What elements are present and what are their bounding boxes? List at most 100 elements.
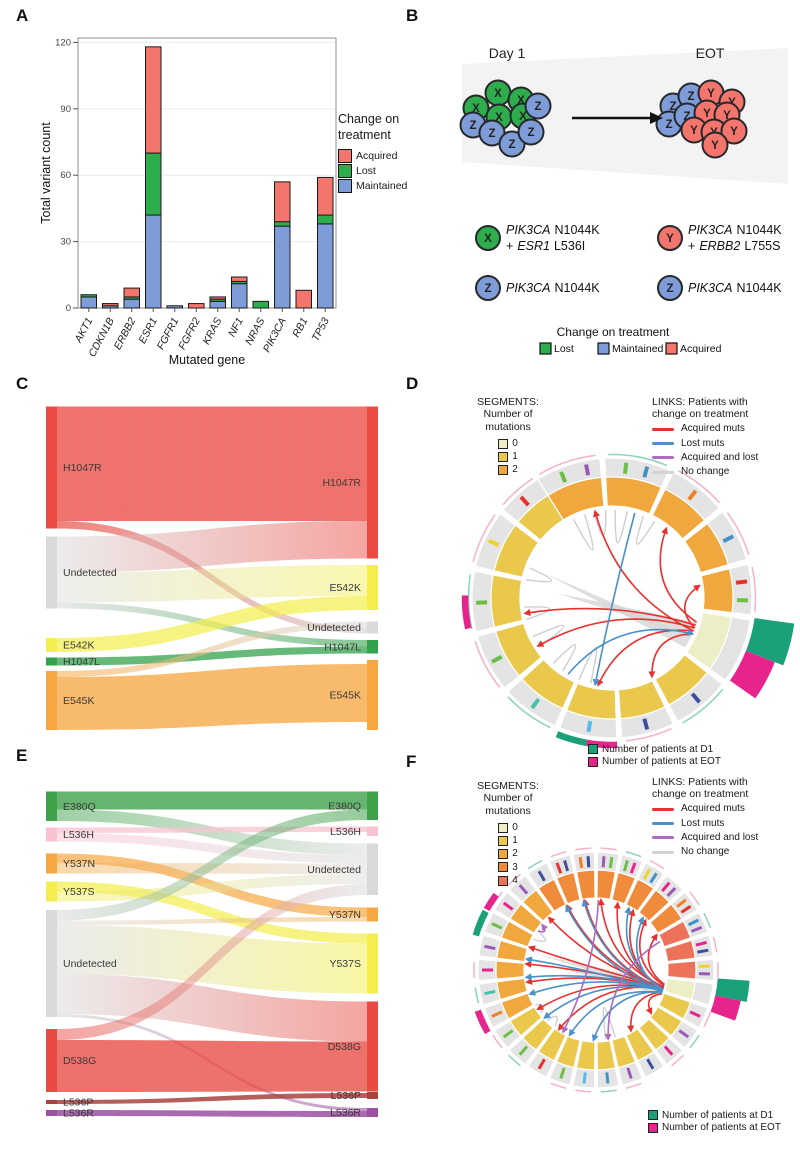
circos-mutation-segment-13-m1 bbox=[517, 494, 565, 541]
eot-swatch bbox=[648, 1122, 658, 1133]
sankey-node-right-Y537S bbox=[367, 933, 378, 994]
mutation-tick-blue bbox=[687, 918, 700, 927]
segments-legend-title: mutations bbox=[485, 804, 531, 817]
outer-thin-arc bbox=[575, 847, 592, 851]
mutation-tick-red bbox=[680, 905, 692, 914]
sankey-flow-L536H-to-L536H bbox=[57, 826, 367, 833]
circos-mutation-segment-20-m2 bbox=[500, 992, 534, 1020]
legend-label: 2 bbox=[512, 848, 518, 860]
legend-label: Lost muts bbox=[681, 437, 725, 449]
eot-cell-letter: Z bbox=[669, 101, 676, 113]
sankey-node-right-L536R bbox=[367, 1108, 378, 1117]
eot-cell-letter: Y bbox=[730, 126, 738, 138]
sankey-node-left-Y537N bbox=[46, 853, 57, 874]
circos-mutation-segment-21-m2 bbox=[496, 977, 528, 1001]
acquired-link-arrowhead bbox=[645, 1007, 653, 1015]
patient-count-bar bbox=[710, 995, 741, 1021]
sankey-node-left-D538G bbox=[46, 1029, 57, 1092]
legend-label: Lost bbox=[356, 164, 376, 177]
panel-e-label: E bbox=[16, 746, 28, 765]
sankey-flow-D538G-to-Undetected bbox=[57, 884, 367, 1040]
change-label: Maintained bbox=[612, 343, 664, 355]
legend-cell-Z bbox=[657, 275, 683, 301]
sankey-node-label: H1047L bbox=[63, 656, 100, 668]
outer-thin-arc bbox=[502, 477, 534, 506]
mut2-swatch bbox=[498, 465, 509, 476]
acquired-link bbox=[638, 920, 665, 987]
sankey-node-left-L536H bbox=[46, 827, 57, 842]
sankey-flow-L536P-to-L536P bbox=[57, 1093, 367, 1104]
links-legend-title: change on treatment bbox=[652, 408, 749, 421]
sankey-node-right-E545K bbox=[367, 660, 378, 730]
lost-link-arrowhead bbox=[524, 973, 532, 981]
acquired-link-arrowhead bbox=[597, 898, 605, 906]
circos-mutation-segment-9-m1 bbox=[658, 992, 692, 1020]
outer-thin-arc bbox=[649, 859, 665, 870]
eot-cell-letter: Y bbox=[707, 88, 715, 100]
sankey-flow-H1047L-to-H1047L bbox=[57, 646, 367, 666]
sankey-node-label: E542K bbox=[329, 582, 361, 594]
circos-mutation-segment-19-m1 bbox=[509, 1005, 543, 1037]
day1-cell-letter: Z bbox=[534, 101, 541, 113]
bar-segment-KRAS-Maintained bbox=[209, 300, 226, 309]
sankey-node-right-H1047R bbox=[367, 406, 378, 559]
maintained-swatch bbox=[338, 179, 352, 194]
circos-mutation-segment-2-m2 bbox=[651, 488, 706, 540]
circos-mutation-segment-5-m0 bbox=[685, 611, 733, 670]
lost-link-arrowhead bbox=[543, 1011, 551, 1019]
outer-thin-arc bbox=[600, 1089, 617, 1093]
legend-item-acquired: Acquired bbox=[338, 149, 408, 164]
bar-segment-TP53-Lost bbox=[317, 214, 334, 225]
acquired-and-lost-link bbox=[607, 940, 661, 1039]
sankey-flow-E380Q-to-E380Q bbox=[57, 791, 367, 810]
eot-cell-letter: Y bbox=[690, 125, 698, 137]
sankey-node-label: D538G bbox=[328, 1041, 361, 1053]
y-tick-label: 0 bbox=[66, 303, 71, 314]
legend-label: Number of patients at D1 bbox=[662, 1109, 774, 1121]
acquired-and-lost-link bbox=[562, 900, 600, 1033]
outer-thin-arc bbox=[677, 470, 721, 504]
bar-segment-ESR1-Lost bbox=[145, 152, 162, 216]
mutation-tick-purple bbox=[690, 925, 703, 933]
sankey-flow-D538G-to-D538G bbox=[57, 1040, 367, 1092]
legend-label: 3 bbox=[512, 861, 518, 873]
mutation-tick-navy bbox=[697, 948, 709, 954]
mutation-tick-green bbox=[559, 1067, 566, 1079]
change-swatch-Acquired bbox=[665, 342, 678, 355]
day1-cell-letter: Z bbox=[488, 128, 495, 140]
sankey-flow-E545K-to-E545K bbox=[57, 664, 367, 730]
sankey-node-left-Undetected bbox=[46, 536, 57, 609]
mutation-tick-navy bbox=[690, 692, 701, 704]
links-legend-title: LINKS: Patients with bbox=[652, 776, 748, 788]
mutation-tick-green bbox=[559, 471, 568, 483]
x-tick-label: TP53 bbox=[310, 316, 332, 344]
no-change-petal bbox=[532, 624, 565, 648]
bar-segment-PIK3CA-Lost bbox=[274, 221, 291, 227]
legend-label: No change bbox=[681, 846, 730, 858]
links-legend-title: LINKS: Patients with bbox=[652, 396, 748, 408]
mutation-tick-red bbox=[519, 495, 530, 507]
x-axis-title: Mutated gene bbox=[169, 353, 245, 367]
patient-count-arc bbox=[483, 892, 499, 912]
legend-item-lost: Lost bbox=[338, 164, 408, 179]
sankey-node-label: L536H bbox=[63, 829, 94, 841]
circos bbox=[472, 847, 750, 1093]
sankey-node-right-H1047L bbox=[367, 640, 378, 654]
legend-item-maintained: Maintained bbox=[338, 179, 408, 194]
change-label: Lost bbox=[554, 343, 574, 355]
circos-mutation-segment-10-m1 bbox=[649, 1005, 683, 1037]
bar-segment-CDKN1B-Acquired bbox=[102, 303, 119, 307]
panel-e-sankey-esr1: E380Q L536H Y537N Y537S Undetected D538G L536P… bbox=[46, 791, 378, 1120]
mutation-tick-navy bbox=[642, 718, 650, 730]
legend-cell-X bbox=[475, 225, 501, 251]
mutation-tick-navy bbox=[646, 1058, 655, 1070]
lost-link-arrowhead bbox=[624, 906, 632, 914]
y-tick-label: 30 bbox=[60, 237, 71, 248]
sankey-node-label: Undetected bbox=[307, 622, 361, 634]
circos-mutation-segment-4-m3 bbox=[649, 903, 683, 935]
bar-segment-NF1-Acquired bbox=[231, 276, 248, 282]
circos-mutation-segment-12-m1 bbox=[493, 524, 540, 579]
d1-swatch bbox=[648, 1110, 658, 1120]
variant-label: PIK3CA N1044K bbox=[506, 281, 600, 295]
bar-segment-AKT1-Maintained bbox=[80, 296, 97, 309]
